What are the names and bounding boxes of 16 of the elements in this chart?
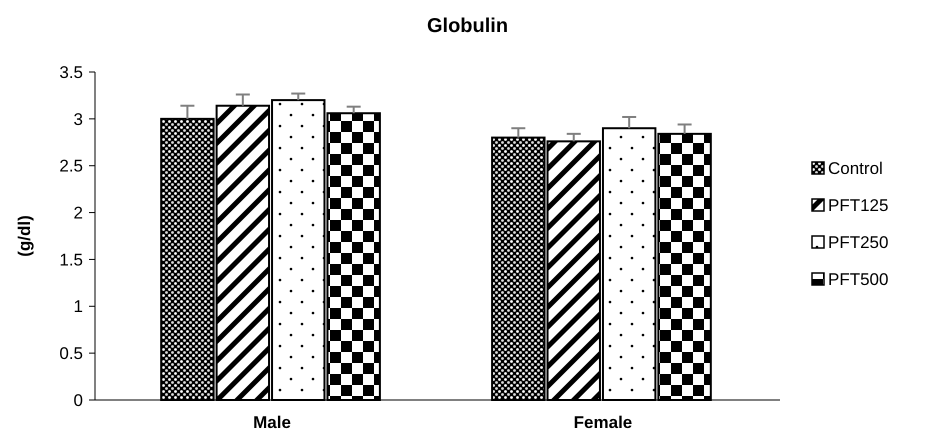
- y-tick-label: 1.5: [59, 250, 83, 270]
- y-axis-title: (g/dl): [15, 215, 34, 257]
- y-tick-label: 3.5: [59, 62, 83, 82]
- legend-label: PFT500: [828, 270, 888, 289]
- x-tick-label: Male: [253, 413, 291, 432]
- chart-title: Globulin: [426, 15, 508, 37]
- y-tick-label: 0: [74, 390, 83, 410]
- y-tick-label: 1: [74, 297, 83, 316]
- y-tick-label: 2: [74, 204, 83, 223]
- legend-label: Control: [828, 158, 883, 178]
- y-tick-label: 2.5: [59, 156, 83, 176]
- x-tick-label: Female: [574, 413, 632, 432]
- legend-label: PFT125: [828, 196, 888, 215]
- legend-label: PFT250: [828, 232, 888, 252]
- y-tick-label: 3: [74, 110, 83, 129]
- y-tick-label: 0.5: [59, 344, 83, 364]
